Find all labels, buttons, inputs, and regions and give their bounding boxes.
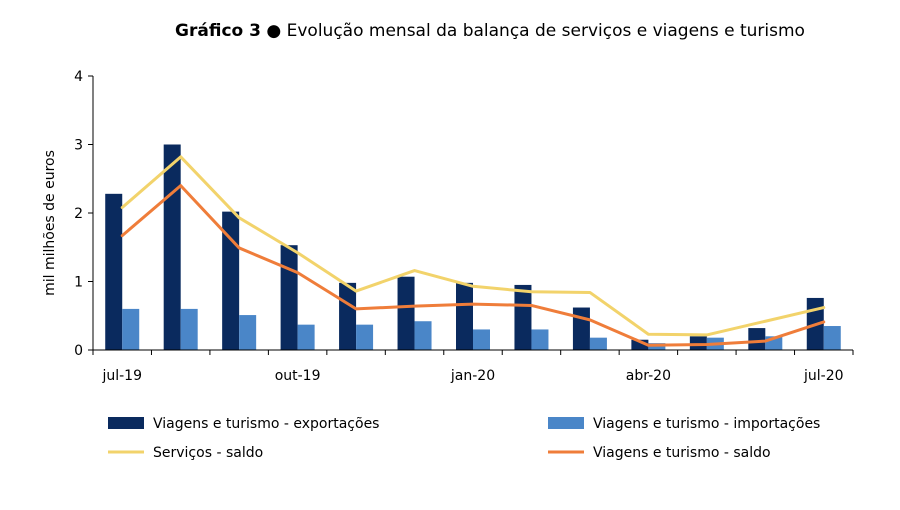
x-tick-label: jan-20: [450, 368, 495, 384]
y-tick-label: 4: [74, 69, 83, 85]
bar-exportacoes-jul-19: [105, 193, 123, 350]
legend-label-exportacoes: Viagens e turismo - exportações: [153, 416, 379, 432]
legend-label-importacoes: Viagens e turismo - importações: [593, 416, 820, 432]
lines-layer: [120, 155, 826, 347]
bar-exportacoes-fev-20: [514, 284, 532, 350]
bar-exportacoes-dez-19: [397, 276, 415, 350]
bar-importacoes-fev-20: [531, 329, 549, 350]
bar-importacoes-set-19: [239, 315, 257, 350]
x-tick-label: jul-19: [101, 368, 142, 384]
axes-layer: 0 1 2 3 4 jul-19 out-19 jan-20 abr-20 jul-20 mil m…: [42, 69, 854, 384]
y-tick-label: 3: [74, 138, 83, 154]
chart-title-bullet: ●: [266, 21, 282, 41]
bar-exportacoes-set-19: [222, 211, 240, 350]
y-tick-label: 0: [74, 343, 83, 359]
bar-importacoes-nov-19: [356, 324, 374, 350]
legend-swatch-exportacoes: [108, 417, 144, 429]
legend-label-servicos-saldo: Serviços - saldo: [153, 445, 263, 461]
bar-exportacoes-jun-20: [748, 328, 766, 350]
x-tick-label: abr-20: [626, 368, 671, 384]
bar-importacoes-jul-19: [122, 308, 140, 350]
bar-importacoes-mar-20: [589, 337, 607, 350]
bar-importacoes-out-19: [297, 324, 315, 350]
y-tick-label: 2: [74, 206, 83, 222]
bar-exportacoes-mar-20: [572, 307, 590, 350]
bar-exportacoes-out-19: [280, 245, 298, 350]
chart-title-text: Evolução mensal da balança de serviços e…: [286, 21, 805, 41]
legend-swatch-importacoes: [548, 417, 584, 429]
bar-importacoes-ago-19: [180, 308, 198, 350]
y-axis-title: mil milhões de euros: [42, 150, 58, 296]
line-viagens-saldo: [120, 184, 826, 347]
bars-layer: [105, 144, 841, 350]
line-servicos-saldo: [120, 155, 826, 337]
legend-label-viagens-saldo: Viagens e turismo - saldo: [593, 445, 771, 461]
chart-title: Gráfico 3 ● Evolução mensal da balança d…: [120, 18, 860, 44]
chart-title-number: Gráfico 3: [175, 21, 261, 41]
bar-exportacoes-nov-19: [339, 282, 357, 350]
bar-exportacoes-ago-19: [163, 144, 181, 350]
y-tick-label: 1: [74, 275, 83, 291]
bar-importacoes-jan-20: [473, 329, 490, 350]
x-tick-label: jul-20: [803, 368, 844, 384]
bar-exportacoes-abr-20: [631, 339, 649, 350]
x-tick-label: out-19: [275, 368, 321, 384]
bar-importacoes-jul-20: [823, 326, 841, 350]
bar-exportacoes-jan-20: [456, 282, 473, 350]
legend-layer: Viagens e turismo - exportações Viagens e…: [108, 416, 820, 461]
bar-importacoes-dez-19: [414, 321, 432, 350]
